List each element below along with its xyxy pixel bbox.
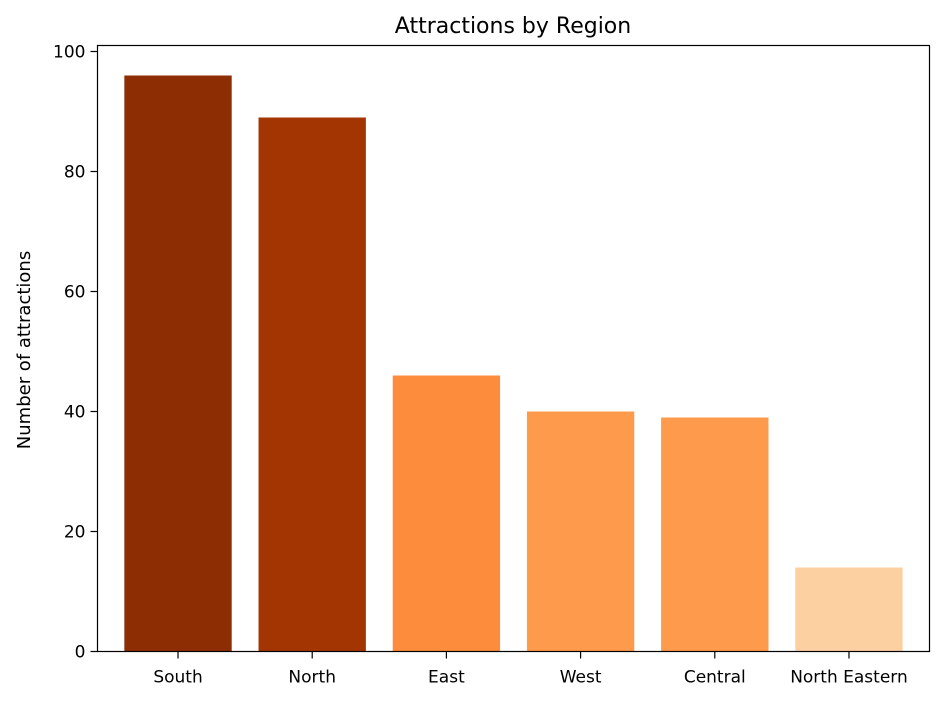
bar-central bbox=[661, 417, 769, 652]
y-tick-label: 80 bbox=[64, 163, 86, 183]
bar-north bbox=[258, 117, 366, 652]
x-tick-label: South bbox=[153, 668, 202, 688]
x-tick-label: North Eastern bbox=[790, 668, 908, 688]
bars-layer bbox=[124, 75, 903, 652]
x-axis-ticks: South North East West Central North Eastern bbox=[153, 651, 908, 688]
chart-title: Attractions by Region bbox=[395, 14, 631, 39]
x-tick-label: East bbox=[428, 668, 465, 688]
bar-east bbox=[392, 375, 501, 652]
y-tick-label: 100 bbox=[53, 43, 85, 63]
plot-frame bbox=[96, 44, 931, 653]
bar-west bbox=[526, 411, 635, 652]
y-tick-label: 0 bbox=[75, 643, 86, 663]
bar-south bbox=[124, 75, 232, 652]
y-tick-label: 60 bbox=[64, 283, 86, 303]
y-tick-label: 40 bbox=[64, 403, 86, 423]
bar-north-eastern bbox=[795, 567, 903, 652]
y-axis-ticks: 0 20 40 60 80 100 bbox=[53, 43, 98, 663]
x-tick-label: West bbox=[560, 668, 602, 688]
x-tick-label: Central bbox=[684, 668, 746, 688]
y-axis-label: Number of attractions bbox=[14, 251, 35, 449]
x-tick-label: North bbox=[288, 668, 336, 688]
y-tick-label: 20 bbox=[64, 523, 86, 543]
